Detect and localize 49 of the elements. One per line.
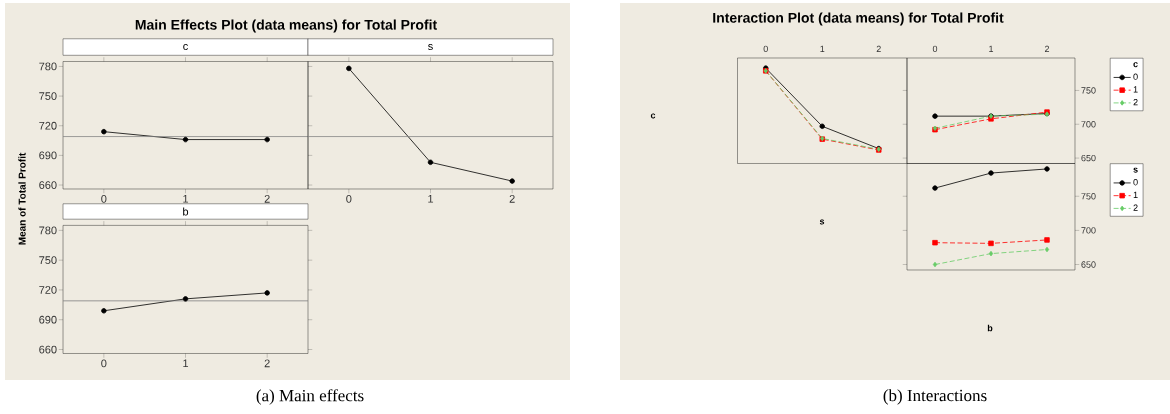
x-tick-label: 1 bbox=[989, 45, 994, 53]
x-axis-title: b bbox=[987, 324, 993, 332]
legend-label: 1 bbox=[1133, 86, 1138, 93]
legend-label: 0 bbox=[1133, 179, 1138, 186]
text: (a) Main effects bbox=[256, 389, 364, 405]
x-tick-label: 1 bbox=[183, 194, 189, 203]
y-tick-label: 700 bbox=[1081, 227, 1096, 234]
legend-title: c bbox=[1133, 62, 1138, 68]
text: (b) Interactions bbox=[883, 389, 987, 405]
x-tick-label: 0 bbox=[932, 45, 938, 53]
x-tick-label: 0 bbox=[101, 359, 107, 368]
y-tick-label: 700 bbox=[1081, 121, 1096, 128]
y-tick-label: 750 bbox=[39, 92, 57, 100]
x-tick-label: 1 bbox=[820, 45, 825, 53]
y-axis-title: c bbox=[650, 113, 656, 119]
x-tick-label: 0 bbox=[346, 194, 352, 203]
chart-title: Interaction Plot (data means) for Total Profit bbox=[713, 12, 1004, 26]
legend-label: 2 bbox=[1133, 99, 1138, 106]
chart-subtitle: c bbox=[183, 44, 188, 51]
y-axis-title: s bbox=[819, 219, 825, 225]
x-tick-label: 1 bbox=[183, 359, 189, 368]
legend-label: 2 bbox=[1133, 204, 1138, 211]
x-tick-label: 1 bbox=[428, 194, 434, 203]
legend-title: s bbox=[1133, 167, 1138, 173]
y-tick-label: 750 bbox=[1081, 87, 1096, 94]
y-tick-label: 660 bbox=[39, 345, 57, 354]
x-tick-label: 0 bbox=[101, 194, 107, 203]
y-tick-label: 750 bbox=[39, 256, 57, 265]
y-tick-label: 650 bbox=[1081, 154, 1096, 162]
x-tick-label: 2 bbox=[509, 194, 515, 203]
y-tick-label: 690 bbox=[39, 151, 57, 160]
y-tick-label: 780 bbox=[39, 226, 57, 235]
y-tick-label: 780 bbox=[39, 62, 57, 71]
x-tick-label: 2 bbox=[876, 45, 881, 53]
x-tick-label: 2 bbox=[264, 194, 270, 203]
chart-subtitle: s bbox=[428, 44, 433, 51]
y-tick-label: 660 bbox=[39, 181, 57, 189]
chart-subtitle: b bbox=[183, 207, 189, 216]
y-axis-title: Mean of Total Profit bbox=[18, 152, 26, 245]
chart-title: Main Effects Plot (data means) for Total Profit bbox=[135, 19, 437, 33]
y-tick-label: 690 bbox=[39, 315, 57, 324]
x-tick-label: 0 bbox=[763, 45, 768, 53]
x-tick-label: 2 bbox=[264, 359, 270, 368]
y-tick-label: 720 bbox=[39, 121, 57, 130]
legend-label: 0 bbox=[1133, 73, 1138, 80]
y-tick-label: 650 bbox=[1081, 261, 1096, 268]
y-tick-label: 720 bbox=[39, 286, 57, 294]
x-tick-label: 2 bbox=[1044, 45, 1050, 53]
y-tick-label: 750 bbox=[1081, 193, 1096, 200]
